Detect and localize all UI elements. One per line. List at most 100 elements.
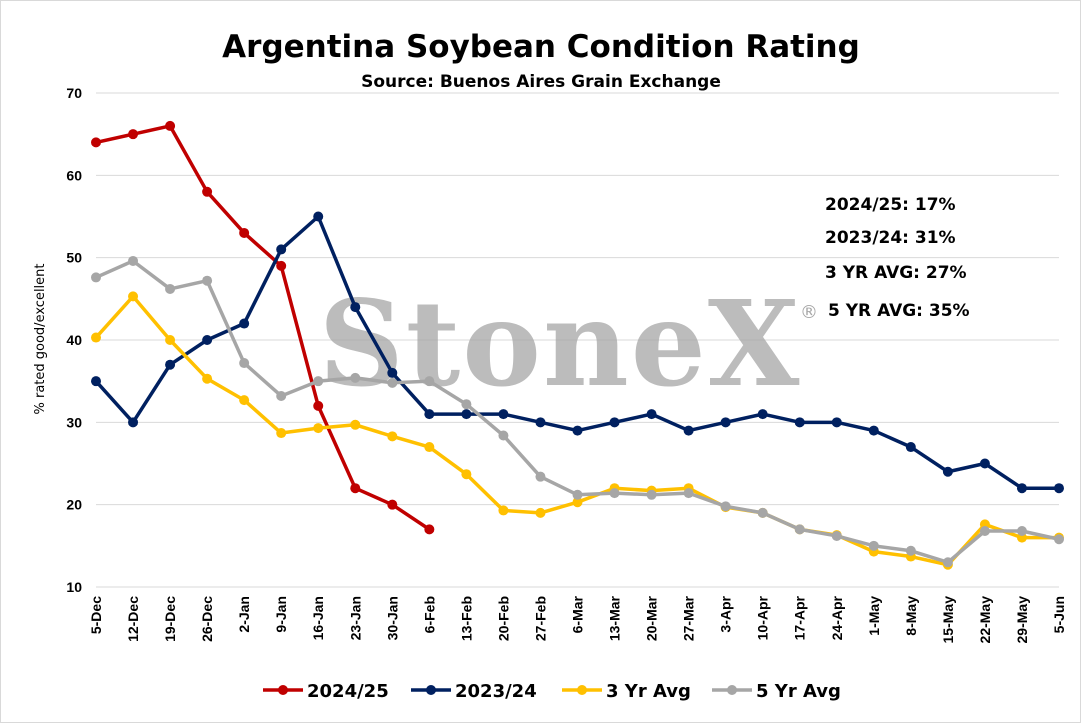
y-tick-label-30: 30 <box>66 414 82 430</box>
annotation-2023-24: 2023/24: 31% <box>825 228 956 248</box>
stonex-watermark: StoneX <box>319 274 802 413</box>
point-5-yr-avg-26-dec <box>202 275 213 286</box>
point-2024-25-26-dec <box>202 186 213 197</box>
x-tick-label-27-mar: 27-Mar <box>681 595 697 641</box>
x-tick-label-30-jan: 30-Jan <box>384 596 400 640</box>
legend-swatch-marker-5-yr-avg <box>727 685 737 695</box>
y-tick-label-10: 10 <box>66 579 82 595</box>
point-2023-24-20-feb <box>498 409 509 420</box>
point-2024-25-5-dec <box>91 137 101 148</box>
point-3-yr-avg-23-jan <box>350 419 361 430</box>
point-2023-24-30-jan <box>387 367 398 378</box>
x-tick-label-29-may: 29-May <box>1014 596 1030 644</box>
point-2023-24-20-mar <box>646 409 657 420</box>
point-3-yr-avg-13-feb <box>461 469 472 480</box>
point-2023-24-16-jan <box>313 211 324 222</box>
point-5-yr-avg-30-jan <box>387 377 398 388</box>
point-2023-24-29-may <box>1016 483 1027 494</box>
x-tick-label-26-dec: 26-Dec <box>199 596 215 642</box>
point-2024-25-12-dec <box>128 129 139 140</box>
point-5-yr-avg-24-apr <box>831 530 842 541</box>
point-2023-24-6-mar <box>572 425 583 436</box>
x-tick-label-15-may: 15-May <box>940 596 956 644</box>
chart-title: Argentina Soybean Condition Rating <box>222 29 860 65</box>
legend-swatch-marker-3-yr-avg <box>577 685 587 695</box>
point-3-yr-avg-16-jan <box>313 423 324 434</box>
x-tick-label-19-dec: 19-Dec <box>162 596 178 642</box>
point-5-yr-avg-6-mar <box>572 489 583 500</box>
point-5-yr-avg-20-mar <box>646 489 657 500</box>
y-axis-ticks: 10 20 30 40 50 60 70 <box>66 85 82 595</box>
point-2024-25-16-jan <box>313 400 324 411</box>
x-tick-label-3-apr: 3-Apr <box>718 595 734 632</box>
point-2023-24-23-jan <box>350 302 361 313</box>
point-2023-24-9-jan <box>276 244 287 255</box>
point-5-yr-avg-12-dec <box>128 255 139 266</box>
x-tick-label-13-mar: 13-Mar <box>607 595 623 641</box>
x-tick-label-5-dec: 5-Dec <box>88 596 104 634</box>
point-3-yr-avg-6-mar <box>572 497 583 508</box>
x-tick-label-23-jan: 23-Jan <box>347 596 363 640</box>
point-2023-24-19-dec <box>165 359 176 370</box>
line-2024-25 <box>94 124 432 532</box>
point-3-yr-avg-2-jan <box>239 395 250 406</box>
point-2023-24-22-may <box>979 458 990 469</box>
point-2023-24-2-jan <box>239 318 250 329</box>
point-3-yr-avg-26-dec <box>202 373 213 384</box>
point-3-yr-avg-9-jan <box>276 428 287 439</box>
point-5-yr-avg-29-may <box>1016 526 1027 537</box>
x-tick-label-17-apr: 17-Apr <box>792 595 808 640</box>
legend-label-5-yr-avg: 5 Yr Avg <box>756 681 841 702</box>
point-3-yr-avg-30-jan <box>387 431 398 442</box>
point-5-yr-avg-2-jan <box>239 358 250 369</box>
x-tick-label-6-mar: 6-Mar <box>570 595 586 633</box>
y-tick-label-70: 70 <box>66 85 82 101</box>
x-tick-label-13-feb: 13-Feb <box>458 596 474 641</box>
point-2024-25-23-jan <box>350 483 361 494</box>
point-2023-24-8-may <box>905 442 916 453</box>
point-5-yr-avg-6-feb <box>424 376 435 387</box>
series-layer <box>91 120 1064 570</box>
series-5-yr-avg <box>91 255 1064 568</box>
x-tick-label-6-feb: 6-Feb <box>421 596 437 633</box>
point-2023-24-1-may <box>868 425 879 436</box>
point-2023-24-24-apr <box>831 417 842 428</box>
point-5-yr-avg-22-may <box>979 526 990 537</box>
x-tick-label-5-jun: 5-Jun <box>1051 596 1067 633</box>
point-3-yr-avg-5-dec <box>91 332 101 343</box>
x-tick-label-8-may: 8-May <box>903 596 919 636</box>
point-2023-24-26-dec <box>202 335 213 345</box>
point-5-yr-avg-10-apr <box>757 507 768 518</box>
point-5-yr-avg-20-feb <box>498 430 509 441</box>
point-2023-24-27-feb <box>535 417 546 428</box>
legend-label-2023-24: 2023/24 <box>455 681 537 702</box>
point-3-yr-avg-19-dec <box>165 335 176 345</box>
x-tick-label-22-may: 22-May <box>977 596 993 644</box>
point-5-yr-avg-23-jan <box>350 372 361 383</box>
y-tick-label-60: 60 <box>66 167 82 183</box>
annotation-2024-25: 2024/25: 17% <box>825 195 956 215</box>
point-2024-25-2-jan <box>239 227 250 238</box>
series-2023-24 <box>91 211 1064 494</box>
y-tick-label-20: 20 <box>66 497 82 513</box>
x-tick-label-10-apr: 10-Apr <box>755 595 771 640</box>
point-2023-24-5-dec <box>91 376 101 387</box>
point-2023-24-13-mar <box>609 417 620 428</box>
y-tick-label-40: 40 <box>66 332 82 348</box>
point-5-yr-avg-5-jun <box>1054 534 1064 545</box>
point-2023-24-10-apr <box>757 409 768 420</box>
legend-label-2024-25: 2024/25 <box>307 681 389 702</box>
point-2023-24-27-mar <box>683 425 694 436</box>
x-tick-label-27-feb: 27-Feb <box>532 596 548 641</box>
legend-item-5-yr-avg: 5 Yr Avg <box>712 681 841 702</box>
point-2023-24-5-jun <box>1054 483 1064 494</box>
x-tick-label-16-jan: 16-Jan <box>310 596 326 640</box>
x-tick-label-1-may: 1-May <box>866 596 882 636</box>
point-5-yr-avg-27-feb <box>535 471 546 482</box>
point-5-yr-avg-8-may <box>905 545 916 556</box>
point-5-yr-avg-3-apr <box>720 501 731 512</box>
point-5-yr-avg-13-mar <box>609 488 620 499</box>
point-5-yr-avg-9-jan <box>276 390 287 401</box>
